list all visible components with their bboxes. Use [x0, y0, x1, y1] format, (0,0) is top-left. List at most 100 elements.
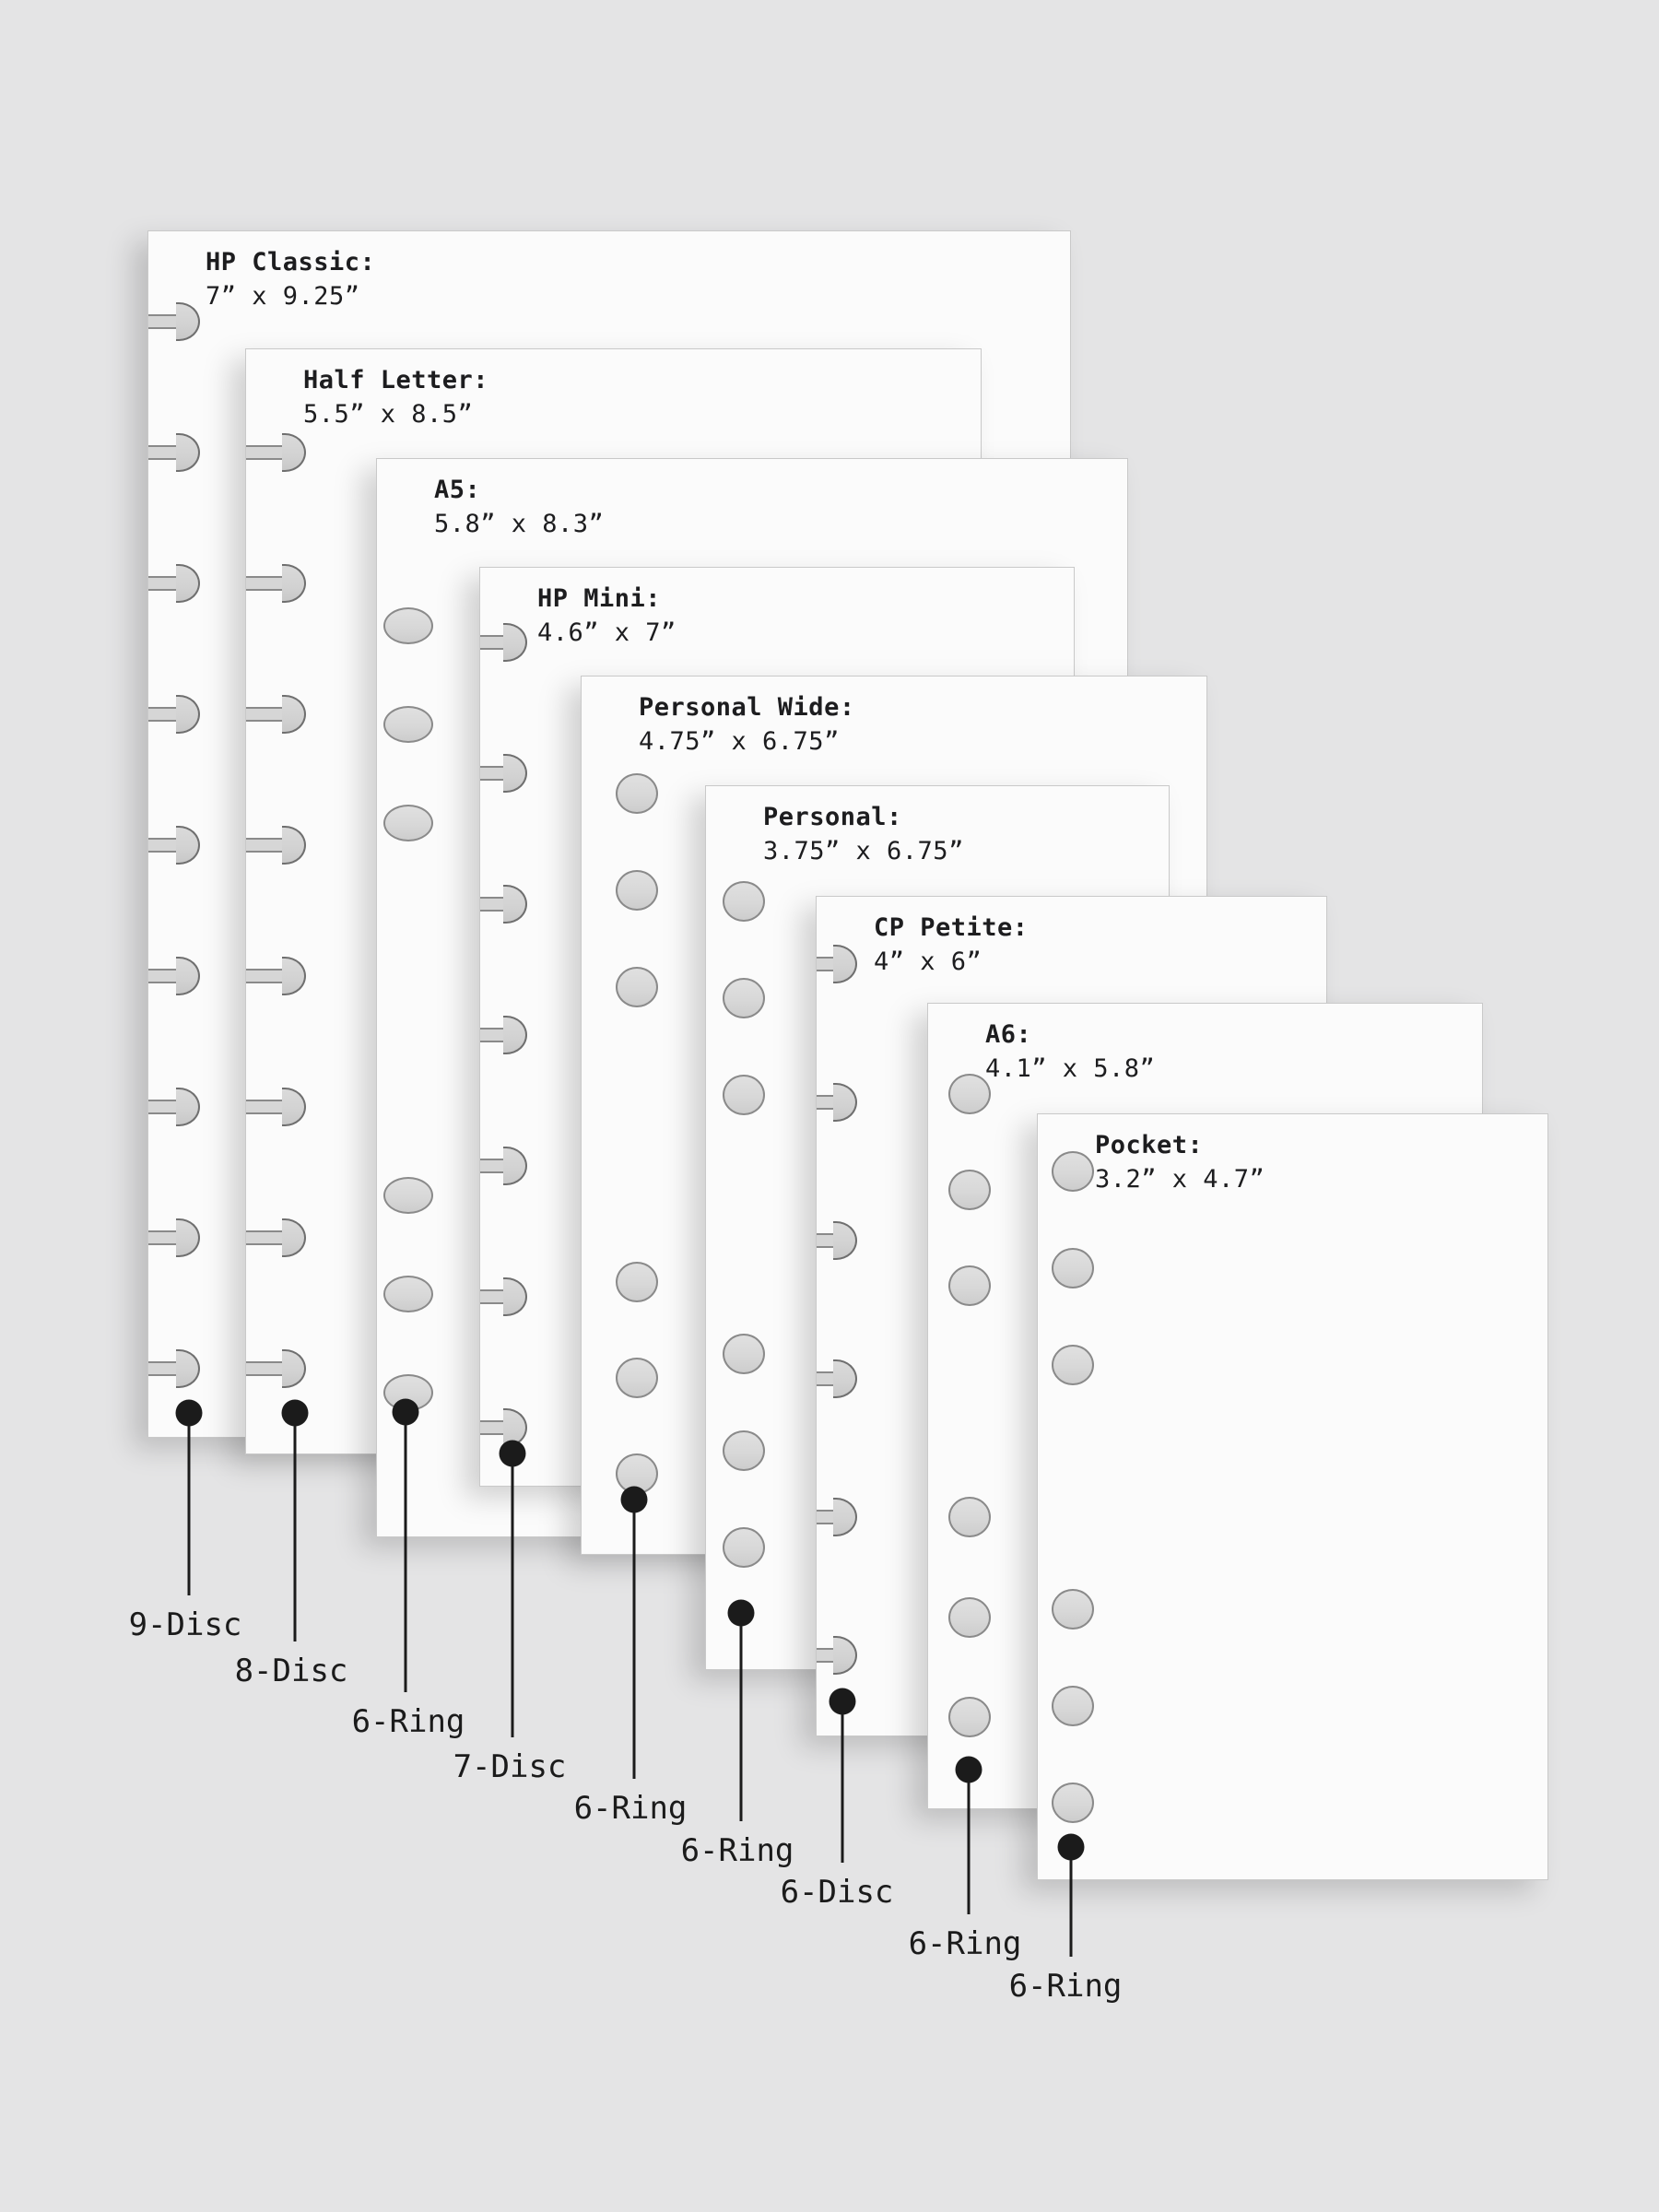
- disc-punch-stem: [817, 1233, 833, 1248]
- callout-line: [967, 1781, 971, 1914]
- sheet-dimensions: 4.75” x 6.75”: [639, 727, 840, 756]
- ring-hole: [723, 1075, 765, 1115]
- ring-hole: [383, 607, 433, 644]
- disc-punch-cap: [503, 623, 527, 662]
- disc-punch-stem: [480, 635, 503, 650]
- callout-line: [632, 1511, 636, 1779]
- ring-hole: [616, 1262, 658, 1302]
- ring-hole: [616, 773, 658, 814]
- disc-punch-cap: [282, 957, 306, 995]
- disc-punch-cap: [503, 1277, 527, 1316]
- disc-punch-stem: [246, 576, 282, 591]
- sheet-dimensions: 4.1” x 5.8”: [985, 1054, 1156, 1083]
- binding-label-8-disc-1: 8-Disc: [234, 1653, 348, 1689]
- callout-dot-6-disc-6: [829, 1688, 856, 1715]
- callout-dot-8-disc-1: [281, 1399, 309, 1427]
- sheet-pocket: Pocket: 3.2” x 4.7”: [1037, 1113, 1548, 1880]
- ring-hole: [948, 1074, 991, 1114]
- sheet-name: A5:: [434, 476, 481, 504]
- sheet-name: Personal Wide:: [639, 693, 855, 722]
- disc-punch-stem: [148, 1230, 176, 1245]
- disc-punch-cap: [282, 695, 306, 734]
- sheet-name: Half Letter:: [303, 366, 489, 394]
- binding-label-9-disc-0: 9-Disc: [128, 1606, 242, 1643]
- ring-hole: [1052, 1248, 1094, 1288]
- ring-hole: [723, 978, 765, 1018]
- disc-punch-cap: [176, 433, 200, 472]
- ring-hole: [1052, 1151, 1094, 1192]
- disc-punch-cap: [176, 695, 200, 734]
- disc-punch-cap: [176, 1218, 200, 1257]
- ring-hole: [1052, 1345, 1094, 1385]
- sheet-label-hp-classic: HP Classic: 7” x 9.25”: [206, 245, 375, 313]
- ring-hole: [723, 881, 765, 922]
- binding-label-6-ring-2: 6-Ring: [351, 1703, 465, 1740]
- disc-punch-cap: [503, 1016, 527, 1054]
- disc-punch-stem: [148, 707, 176, 722]
- disc-punch-stem: [246, 1100, 282, 1114]
- disc-punch-stem: [148, 1100, 176, 1114]
- sheet-label-personal: Personal: 3.75” x 6.75”: [763, 800, 964, 868]
- sheet-label-half-letter: Half Letter: 5.5” x 8.5”: [303, 363, 488, 431]
- ring-hole: [723, 1527, 765, 1568]
- sheet-label-personal-wide: Personal Wide: 4.75” x 6.75”: [639, 690, 855, 759]
- sheet-label-cp-petite: CP Petite: 4” x 6”: [874, 911, 1029, 979]
- sheet-label-hp-mini: HP Mini: 4.6” x 7”: [537, 582, 677, 650]
- sheet-dimensions: 5.8” x 8.3”: [434, 510, 605, 538]
- ring-hole: [383, 1276, 433, 1312]
- disc-punch-stem: [480, 1420, 503, 1435]
- disc-punch-stem: [246, 969, 282, 983]
- disc-punch-cap: [833, 1083, 857, 1122]
- ring-hole: [1052, 1686, 1094, 1726]
- disc-punch-stem: [480, 766, 503, 781]
- disc-punch-cap: [282, 1218, 306, 1257]
- sheet-label-pocket: Pocket: 3.2” x 4.7”: [1095, 1128, 1265, 1196]
- disc-punch-cap: [503, 885, 527, 924]
- disc-punch-stem: [246, 707, 282, 722]
- disc-punch-cap: [833, 945, 857, 983]
- ring-hole: [616, 1358, 658, 1398]
- sheet-name: HP Classic:: [206, 248, 376, 276]
- ring-hole: [723, 1430, 765, 1471]
- binding-label-6-ring-7: 6-Ring: [908, 1925, 1022, 1962]
- sheet-name: Personal:: [763, 803, 902, 831]
- disc-punch-stem: [246, 1230, 282, 1245]
- disc-punch-stem: [480, 1159, 503, 1173]
- disc-punch-stem: [246, 445, 282, 460]
- disc-punch-stem: [246, 838, 282, 853]
- disc-punch-stem: [480, 897, 503, 912]
- disc-punch-cap: [833, 1221, 857, 1260]
- sheet-dimensions: 4.6” x 7”: [537, 618, 677, 647]
- disc-punch-cap: [176, 1088, 200, 1126]
- ring-hole: [948, 1497, 991, 1537]
- binding-label-6-ring-4: 6-Ring: [573, 1790, 688, 1827]
- ring-hole: [1052, 1589, 1094, 1630]
- disc-punch-cap: [282, 433, 306, 472]
- ring-hole: [383, 1177, 433, 1214]
- callout-dot-9-disc-0: [175, 1399, 203, 1427]
- disc-punch-cap: [176, 564, 200, 603]
- disc-punch-cap: [833, 1498, 857, 1536]
- ring-hole: [1052, 1783, 1094, 1823]
- disc-punch-stem: [480, 1028, 503, 1042]
- callout-dot-7-disc-3: [499, 1440, 526, 1467]
- ring-hole: [948, 1697, 991, 1737]
- disc-punch-cap: [176, 302, 200, 341]
- sheet-label-a6: A6: 4.1” x 5.8”: [985, 1018, 1155, 1086]
- sheet-name: CP Petite:: [874, 913, 1029, 942]
- callout-line: [739, 1624, 743, 1821]
- ring-hole: [948, 1597, 991, 1638]
- disc-punch-stem: [817, 1510, 833, 1524]
- callout-line: [1069, 1858, 1073, 1957]
- sheet-dimensions: 3.75” x 6.75”: [763, 837, 964, 865]
- callout-line: [511, 1465, 514, 1737]
- sheet-dimensions: 7” x 9.25”: [206, 282, 360, 311]
- disc-punch-stem: [817, 1648, 833, 1663]
- disc-punch-stem: [148, 1361, 176, 1376]
- callout-line: [293, 1424, 297, 1641]
- sheet-dimensions: 5.5” x 8.5”: [303, 400, 474, 429]
- disc-punch-cap: [176, 826, 200, 865]
- disc-punch-stem: [148, 969, 176, 983]
- disc-punch-stem: [480, 1289, 503, 1304]
